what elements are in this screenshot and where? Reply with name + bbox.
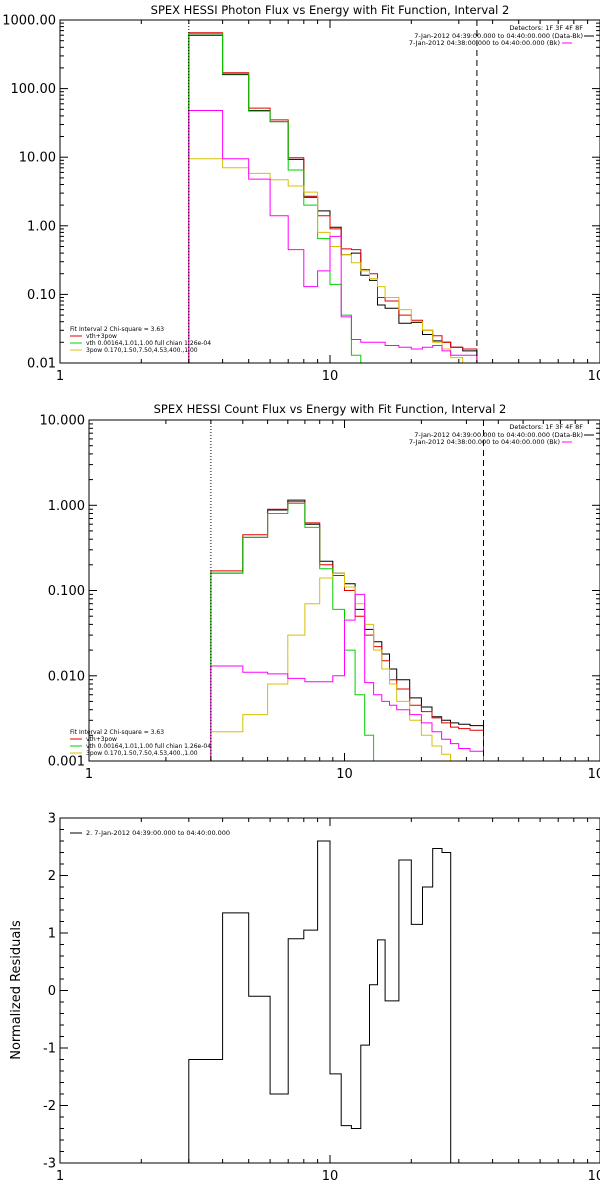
photon-header-bk-interval: 7-Jan-2012 04:38:00.000 to 04:40:00.000 … <box>409 39 560 47</box>
photon-legend-model-label: vth+3pow <box>86 333 117 340</box>
count-header-data-interval: 7-Jan-2012 04:39:00.000 to 04:40:00.000 … <box>414 431 583 439</box>
panel3-series-1 <box>188 840 452 1163</box>
panel2-series-5 <box>210 593 484 761</box>
panel3-ytick-label: -1 <box>43 1042 56 1057</box>
count-legend: Fit Interval 2 Chi-square = 3.63 vth+3po… <box>70 729 211 757</box>
panel2-series-4 <box>210 572 484 762</box>
panel1-series-5 <box>188 110 478 363</box>
panel2-ytick-label: 0.100 <box>48 584 85 599</box>
panel2-series-1 <box>210 499 484 761</box>
panel1-ytick-label: 1000.00 <box>2 14 56 29</box>
residuals-y-axis-label: Normalized Residuals <box>9 920 24 1060</box>
panel1-xtick-label: 1 <box>56 369 64 384</box>
count-legend-fit-interval: Fit Interval 2 Chi-square = 3.63 <box>70 729 164 736</box>
photon-header-data-interval: 7-Jan-2012 04:39:00.000 to 04:40:00.000 … <box>414 32 583 40</box>
photon-legend-vth-label: vth 0.00164,1.01,1.00 full chian 1.26e-0… <box>86 340 211 347</box>
photon-axis-ticks: 1 10 100 0.01 0.10 1.00 10.00 100.00 1000.00 <box>2 14 600 384</box>
count-header: Detectors: 1F 3F 4F 8F 7-Jan-2012 04:39:… <box>409 423 594 446</box>
count-legend-vth-label: vth 0.00164,1.01,1.00 full chian 1.26e-0… <box>86 743 211 750</box>
count-chart-title: SPEX HESSI Count Flux vs Energy with Fit… <box>154 402 507 416</box>
residuals-axis-ticks: 1 10 100 -3 -2 -1 0 1 2 3 <box>43 812 600 1184</box>
panel1-ytick-label: 0.10 <box>27 288 56 303</box>
panel3-xtick-label: 1 <box>56 1169 64 1184</box>
panel1-xtick-label: 10 <box>322 369 339 384</box>
panel2-ytick-label: 10.000 <box>40 414 86 429</box>
panel3-ytick-label: -2 <box>43 1099 56 1114</box>
photon-legend-pow-label: 3pow 0.170,1.50,7.50,4.53,400.,1.00 <box>86 347 198 354</box>
panel3-ytick-label: -3 <box>43 1157 56 1172</box>
panel3-ytick-label: 0 <box>48 984 56 999</box>
count-axis-ticks: 1 10 100 0.001 0.010 0.100 1.000 10.000 <box>40 414 600 782</box>
photon-reference-lines <box>188 20 478 363</box>
panel2-ytick-label: 0.001 <box>48 755 85 770</box>
panel3-ytick-label: 1 <box>48 927 56 942</box>
count-legend-pow-label: 3pow 0.170,1.50,7.50,4.53,400.,1.00 <box>86 750 198 757</box>
photon-legend-fit-interval: Fit Interval 2 Chi-square = 3.63 <box>70 326 164 333</box>
photon-header: Detectors: 1F 3F 4F 8F 7-Jan-2012 04:39:… <box>409 24 594 47</box>
panel3-xtick-label: 100 <box>588 1169 600 1184</box>
panel3-ytick-label: 3 <box>48 812 56 827</box>
residuals-legend-label: 2. 7-Jan-2012 04:39:00.000 to 04:40:00.0… <box>86 829 230 837</box>
panel1-xtick-label: 100 <box>588 369 600 384</box>
count-reference-lines <box>210 420 484 761</box>
photon-chart-title: SPEX HESSI Photon Flux vs Energy with Fi… <box>151 3 510 17</box>
panel3-xtick-label: 10 <box>322 1169 339 1184</box>
photon-legend: Fit Interval 2 Chi-square = 3.63 vth+3po… <box>70 326 211 354</box>
count-header-detectors: Detectors: 1F 3F 4F 8F <box>509 423 583 431</box>
panel2-series-2 <box>210 501 484 761</box>
count-legend-model-label: vth+3pow <box>86 736 117 743</box>
count-header-bk-interval: 7-Jan-2012 04:38:00.000 to 04:40:00.000 … <box>409 438 560 446</box>
panel1-ytick-label: 100.00 <box>11 82 57 97</box>
photon-flux-panel: SPEX HESSI Photon Flux vs Energy with Fi… <box>2 3 600 384</box>
residuals-series-layer <box>188 840 452 1163</box>
panel1-series-2 <box>188 32 478 363</box>
photon-header-detectors: Detectors: 1F 3F 4F 8F <box>509 24 583 32</box>
panel2-xtick-label: 100 <box>588 767 600 782</box>
panel1-ytick-label: 0.01 <box>27 357 56 372</box>
panel2-ytick-label: 0.010 <box>48 669 85 684</box>
panel2-ytick-label: 1.000 <box>48 499 85 514</box>
panel3-ytick-label: 2 <box>48 869 56 884</box>
count-flux-panel: SPEX HESSI Count Flux vs Energy with Fit… <box>40 402 600 782</box>
panel2-xtick-label: 1 <box>85 767 93 782</box>
panel1-ytick-label: 10.00 <box>19 151 56 166</box>
panel2-xtick-label: 10 <box>336 767 353 782</box>
panel1-ytick-label: 1.00 <box>27 219 56 234</box>
residuals-legend: 2. 7-Jan-2012 04:39:00.000 to 04:40:00.0… <box>70 829 230 837</box>
residuals-panel: 1 10 100 -3 -2 -1 0 1 2 3 Normalized Residuals 2.… <box>9 812 600 1184</box>
